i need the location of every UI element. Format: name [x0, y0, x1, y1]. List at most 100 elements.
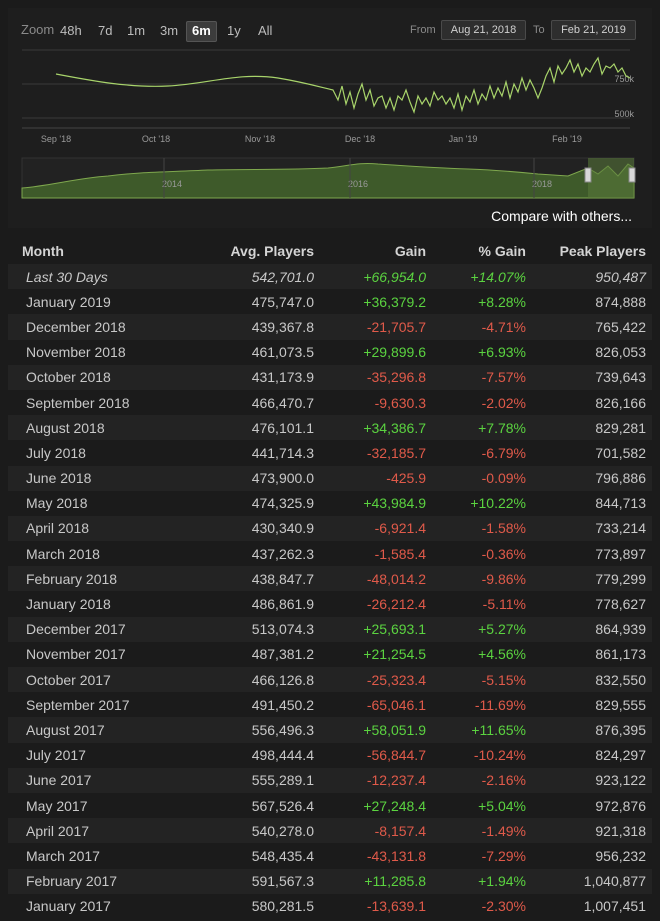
navigator-area — [21, 163, 635, 199]
x-tick-nov-18: Nov '18 — [245, 134, 275, 144]
monthly-stats-table: Month Avg. Players Gain % Gain Peak Play… — [8, 238, 652, 919]
month-cell: February 2018 — [26, 570, 118, 587]
pct-gain-cell: +6.93% — [478, 344, 526, 361]
x-tick-oct-18: Oct '18 — [142, 134, 170, 144]
pct-gain-cell: -2.30% — [481, 898, 526, 915]
gain-cell: -26,212.4 — [366, 596, 426, 613]
zoom-1m-button[interactable]: 1m — [127, 23, 146, 38]
navigator-right-handle[interactable] — [628, 167, 636, 183]
zoom-48h-button[interactable]: 48h — [60, 23, 82, 38]
month-cell: November 2018 — [26, 344, 126, 361]
table-row: August 2018 476,101.1 +34,386.7 +7.78% 829,2… — [8, 415, 652, 441]
table-row: November 2017 487,381.2 +21,254.5 +4.56% 861… — [8, 641, 652, 667]
pct-gain-cell: +4.56% — [478, 646, 526, 663]
navigator-left-handle[interactable] — [584, 167, 592, 183]
avg-players-cell: 591,567.3 — [251, 873, 314, 890]
month-cell: January 2019 — [26, 293, 111, 310]
month-cell: July 2018 — [26, 444, 86, 461]
pct-gain-cell: -1.58% — [481, 520, 526, 537]
zoom-3m-button[interactable]: 3m — [160, 23, 179, 38]
zoom-6m-button[interactable]: 6m — [186, 21, 217, 42]
table-row: October 2018 431,173.9 -35,296.8 -7.57% 739,… — [8, 364, 652, 390]
to-date-input[interactable]: Feb 21, 2019 — [551, 20, 636, 40]
month-cell: September 2018 — [26, 394, 130, 411]
pct-gain-cell: -2.16% — [481, 772, 526, 789]
table-row: January 2018 486,861.9 -26,212.4 -5.11% 778,… — [8, 591, 652, 617]
avg-players-cell: 438,847.7 — [251, 570, 314, 587]
table-row: December 2017 513,074.3 +25,693.1 +5.27% 864… — [8, 616, 652, 642]
table-row: December 2018 439,367.8 -21,705.7 -4.71% 765… — [8, 314, 652, 340]
avg-players-cell: 491,450.2 — [251, 696, 314, 713]
x-tick-sep-18: Sep '18 — [41, 134, 71, 144]
table-row: May 2018 474,325.9 +43,984.9 +10.22% 844,713 — [8, 490, 652, 516]
pct-gain-cell: +1.94% — [478, 873, 526, 890]
gain-cell: -65,046.1 — [366, 696, 426, 713]
month-cell: March 2018 — [26, 545, 100, 562]
gain-cell: +25,693.1 — [363, 621, 426, 638]
peak-players-cell: 826,166 — [595, 394, 646, 411]
month-cell: October 2017 — [26, 671, 111, 688]
table-row: October 2017 466,126.8 -25,323.4 -5.15% 832,… — [8, 667, 652, 693]
zoom-1y-button[interactable]: 1y — [227, 23, 241, 38]
pct-gain-cell: -5.11% — [482, 596, 526, 613]
peak-players-cell: 733,214 — [595, 520, 646, 537]
pct-gain-cell: -1.49% — [481, 822, 526, 839]
avg-players-cell: 473,900.0 — [251, 470, 314, 487]
x-tick-feb-19: Feb '19 — [552, 134, 582, 144]
gain-cell: -56,844.7 — [366, 747, 426, 764]
table-row: February 2018 438,847.7 -48,014.2 -9.86% 779… — [8, 566, 652, 592]
pct-gain-cell: -9.86% — [481, 570, 526, 587]
gain-cell: +34,386.7 — [363, 419, 426, 436]
gain-cell: -32,185.7 — [366, 444, 426, 461]
month-cell: July 2017 — [26, 747, 86, 764]
month-cell: December 2017 — [26, 621, 126, 638]
peak-players-cell: 876,395 — [595, 721, 646, 738]
avg-players-cell: 548,435.4 — [251, 847, 314, 864]
zoom-all-button[interactable]: All — [258, 23, 273, 38]
pct-gain-cell: -11.69% — [474, 696, 526, 713]
gain-cell: -8,157.4 — [374, 822, 426, 839]
peak-players-cell: 956,232 — [595, 847, 646, 864]
month-cell: April 2017 — [26, 822, 90, 839]
table-row: April 2017 540,278.0 -8,157.4 -1.49% 921,318 — [8, 818, 652, 844]
table-row: February 2017 591,567.3 +11,285.8 +1.94% 1,0… — [8, 868, 652, 894]
month-cell: September 2017 — [26, 696, 130, 713]
table-row: July 2017 498,444.4 -56,844.7 -10.24% 824,29… — [8, 742, 652, 768]
navigator-year-2016: 2016 — [348, 179, 368, 189]
avg-players-cell: 437,262.3 — [251, 545, 314, 562]
gain-cell: -48,014.2 — [366, 570, 426, 587]
peak-players-cell: 950,487 — [595, 268, 646, 285]
table-row: April 2018 430,340.9 -6,921.4 -1.58% 733,214 — [8, 515, 652, 542]
pct-gain-cell: -6.79% — [481, 444, 526, 461]
avg-players-cell: 466,470.7 — [251, 394, 314, 411]
header-peak-players: Peak Players — [559, 243, 646, 259]
pct-gain-cell: -2.02% — [481, 394, 526, 411]
month-cell: December 2018 — [26, 318, 126, 335]
gain-cell: +27,248.4 — [363, 797, 426, 814]
month-cell: November 2017 — [26, 646, 126, 663]
zoom-label: Zoom — [21, 22, 55, 37]
avg-players-cell: 461,073.5 — [251, 344, 314, 361]
table-row: March 2017 548,435.4 -43,131.8 -7.29% 956,23… — [8, 843, 652, 869]
navigator-selection[interactable] — [588, 158, 634, 198]
compare-with-others-link[interactable]: Compare with others... — [491, 208, 632, 224]
peak-players-cell: 824,297 — [595, 747, 646, 764]
month-cell: February 2017 — [26, 873, 118, 890]
peak-players-cell: 773,897 — [595, 545, 646, 562]
pct-gain-cell: +14.07% — [470, 268, 526, 285]
avg-players-cell: 542,701.0 — [251, 268, 314, 285]
from-date-input[interactable]: Aug 21, 2018 — [441, 20, 526, 40]
avg-players-cell: 513,074.3 — [251, 621, 314, 638]
zoom-7d-button[interactable]: 7d — [98, 23, 113, 38]
navigator-year-2018: 2018 — [532, 179, 552, 189]
avg-players-cell: 567,526.4 — [251, 797, 314, 814]
gain-cell: -12,237.4 — [366, 772, 426, 789]
month-cell: January 2018 — [26, 596, 111, 613]
avg-players-cell: 441,714.3 — [251, 444, 314, 461]
peak-players-cell: 826,053 — [595, 344, 646, 361]
avg-players-cell: 487,381.2 — [251, 646, 314, 663]
avg-players-cell: 476,101.1 — [251, 419, 314, 436]
avg-players-cell: 474,325.9 — [251, 495, 314, 512]
gain-cell: -35,296.8 — [366, 369, 426, 386]
peak-players-cell: 829,281 — [595, 419, 646, 436]
